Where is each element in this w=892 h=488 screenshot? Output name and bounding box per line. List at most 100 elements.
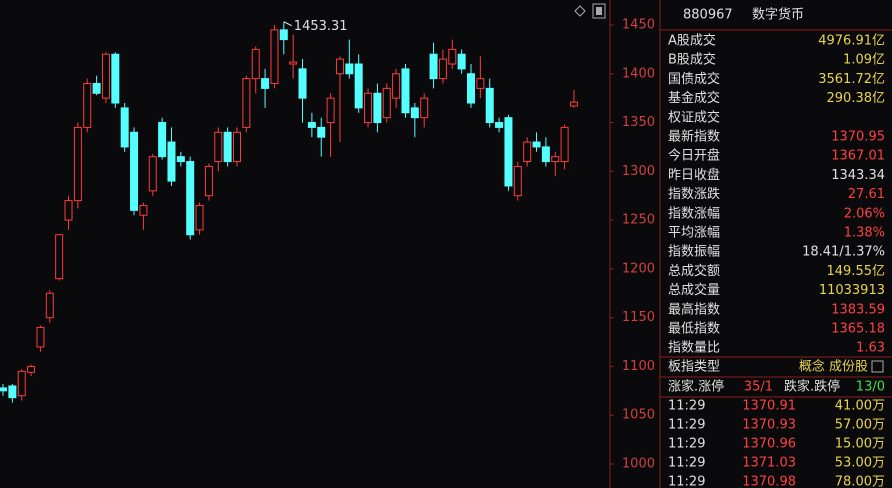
candle-body: [345, 63, 354, 75]
candle-body: [130, 131, 139, 211]
candle-body: [204, 165, 213, 197]
candle-body: [448, 48, 457, 65]
row-value: 35/1: [744, 380, 773, 395]
row-label: 国债成交: [668, 71, 720, 87]
tick-time: 11:29: [668, 437, 705, 452]
tick-volume: 78.00万: [835, 475, 885, 488]
candle-body: [195, 204, 204, 231]
candle-body: [261, 78, 270, 89]
tick-time: 11:29: [668, 399, 705, 414]
row-value: 1370.95: [831, 130, 885, 145]
candle-body: [214, 131, 223, 163]
row-label: 板指类型: [668, 360, 720, 375]
candle-body: [120, 107, 129, 148]
row-value: 1.09亿: [843, 53, 885, 68]
row-value: 3561.72亿: [818, 72, 885, 87]
candle-body: [504, 117, 513, 187]
row-value: 1383.59: [831, 302, 885, 317]
candle-body: [382, 87, 391, 119]
tick-price: 1370.98: [742, 475, 796, 488]
candle-body: [485, 87, 494, 124]
candle-body: [326, 97, 335, 124]
candle-body: [467, 73, 475, 104]
row-value: 4976.91亿: [818, 34, 885, 49]
icon[interactable]: [592, 3, 606, 19]
y-tick-label: 1400: [622, 66, 655, 81]
tick-volume: 41.00万: [835, 399, 885, 414]
index-name: 数字货币: [752, 7, 804, 23]
candle-body: [569, 101, 578, 107]
candle-body: [410, 107, 419, 119]
candle-body: [27, 365, 36, 373]
annotation-arrow: [283, 21, 293, 27]
candle-body: [167, 141, 176, 182]
candle-body: [289, 61, 298, 65]
candle-body: [83, 83, 92, 128]
candle-body: [513, 165, 522, 197]
candle-body: [392, 73, 401, 99]
candle-body: [8, 385, 17, 399]
candle-body: [242, 78, 251, 128]
row-label: 跌家.跌停: [784, 379, 840, 395]
row-value: 1343.34: [831, 168, 885, 183]
row-label: 权证成交: [668, 109, 720, 125]
row-label: B股成交: [668, 52, 716, 68]
y-tick-label: 1200: [622, 261, 655, 276]
y-tick-label: 1100: [622, 359, 655, 374]
tick-volume: 15.00万: [835, 437, 885, 452]
candle-body: [401, 68, 410, 114]
tick-volume: 57.00万: [835, 418, 885, 433]
row-label: 指数振幅: [668, 245, 720, 260]
candle-body: [45, 292, 54, 319]
row-value: 290.38亿: [827, 91, 886, 106]
candle-body: [420, 97, 429, 119]
candle-body: [73, 126, 82, 202]
candle-body: [279, 29, 288, 41]
row-value: 1.38%: [844, 226, 885, 241]
row-value: 11033913: [819, 283, 885, 298]
y-tick-label: 1000: [622, 457, 655, 472]
row-value: 27.61: [848, 187, 885, 202]
candle-body: [354, 63, 363, 109]
candle-body: [233, 131, 241, 163]
row-value: 18.41/1.37%: [802, 245, 885, 260]
candle-body: [541, 146, 550, 163]
y-tick-label: 1450: [622, 17, 655, 32]
candle-body: [0, 387, 7, 392]
icon[interactable]: [596, 7, 602, 15]
candle-body: [523, 141, 532, 163]
candle-body: [438, 58, 447, 80]
tick-time: 11:29: [668, 418, 705, 433]
candle-body: [55, 234, 64, 280]
row-label: 最高指数: [668, 301, 720, 317]
tick-volume: 53.00万: [835, 456, 885, 471]
candle-body: [111, 53, 120, 104]
row-label: 涨家.涨停: [668, 379, 724, 395]
candle-body: [36, 326, 45, 348]
row-label: 昨日收盘: [668, 167, 720, 183]
icon[interactable]: [574, 5, 586, 17]
row-label: 指数涨幅: [668, 206, 720, 221]
candle-body: [335, 58, 344, 75]
row-label: 总成交量: [668, 282, 720, 298]
candle-body: [307, 122, 316, 128]
candle-body: [560, 126, 569, 163]
row-label: 最新指数: [668, 129, 720, 145]
row-value: 1365.18: [831, 322, 885, 337]
row-value: 149.55亿: [827, 264, 886, 279]
high-annotation: 1453.31: [294, 19, 348, 34]
candle-body: [92, 83, 101, 94]
tick-time: 11:29: [668, 475, 705, 488]
candle-body: [457, 53, 466, 70]
row-label: 平均涨幅: [668, 226, 720, 241]
candle-body: [139, 204, 148, 216]
tick-price: 1370.91: [742, 399, 796, 414]
tick-time: 11:29: [668, 456, 705, 471]
row-value: 2.06%: [844, 206, 885, 221]
candle-body: [429, 53, 438, 80]
row-value: 13/0: [856, 380, 885, 395]
row-label: A股成交: [668, 33, 716, 49]
row-label: 今日开盘: [668, 148, 720, 164]
y-tick-label: 1350: [622, 115, 655, 130]
